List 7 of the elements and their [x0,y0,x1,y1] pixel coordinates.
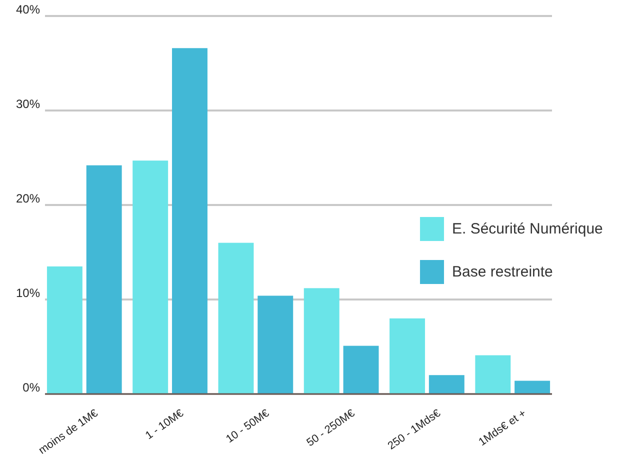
y-tick-label: 20% [16,192,40,206]
y-tick-label: 30% [16,97,40,112]
legend-label: Base restreinte [452,264,553,280]
legend-label: E. Sécurité Numérique [452,220,603,238]
y-tick-label: 10% [16,286,40,300]
y-tick-label: 0% [22,380,40,395]
y-tick-label: 40% [16,2,40,17]
